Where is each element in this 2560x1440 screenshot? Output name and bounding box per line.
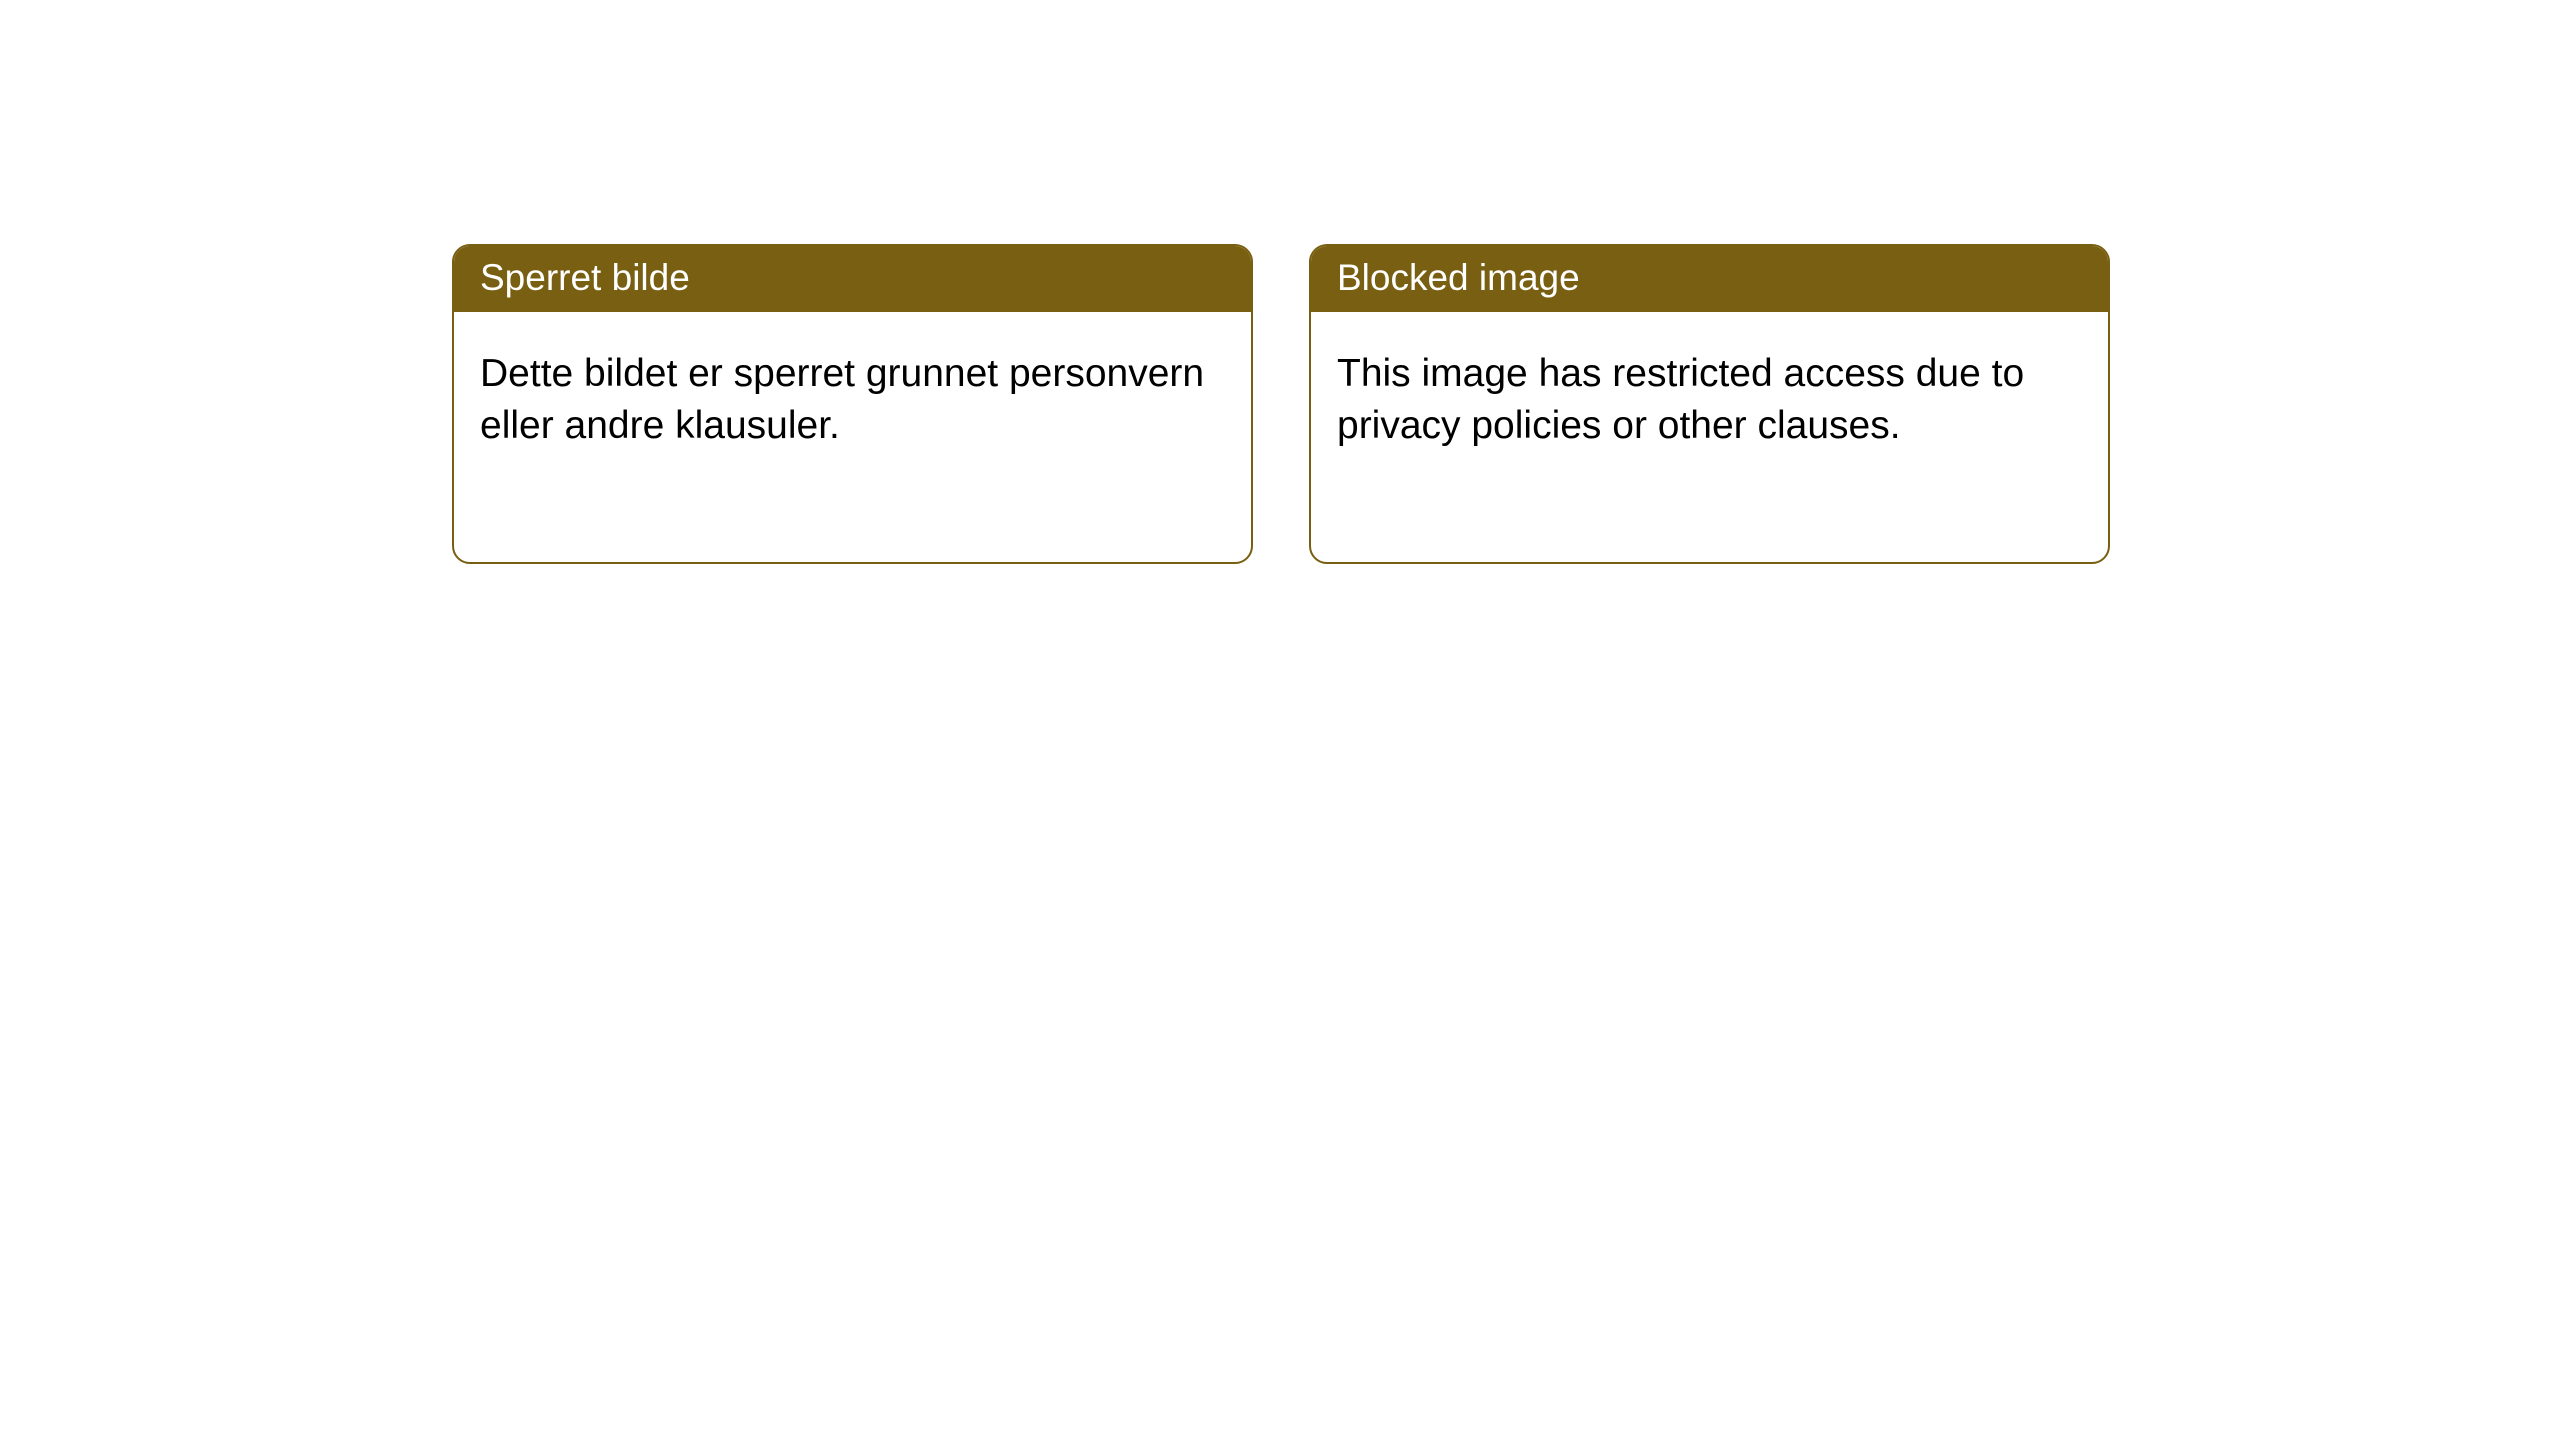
notice-container: Sperret bilde Dette bildet er sperret gr… xyxy=(0,0,2560,564)
notice-card-norwegian: Sperret bilde Dette bildet er sperret gr… xyxy=(452,244,1253,564)
notice-body-english: This image has restricted access due to … xyxy=(1311,312,2108,562)
notice-header-norwegian: Sperret bilde xyxy=(454,246,1251,312)
notice-body-norwegian: Dette bildet er sperret grunnet personve… xyxy=(454,312,1251,562)
notice-header-english: Blocked image xyxy=(1311,246,2108,312)
notice-card-english: Blocked image This image has restricted … xyxy=(1309,244,2110,564)
